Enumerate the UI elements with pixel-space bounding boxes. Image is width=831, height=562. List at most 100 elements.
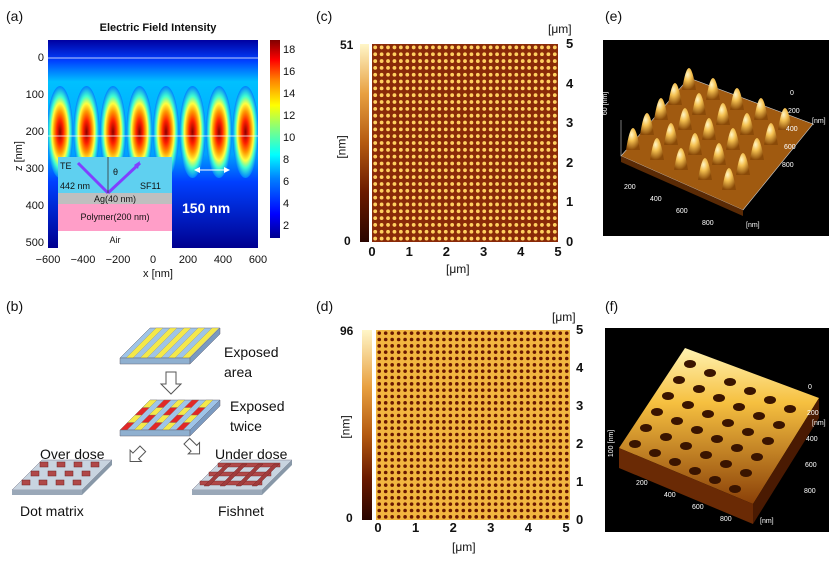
afm-d-colorbar-max: 96 — [340, 324, 354, 338]
afm-peak — [654, 98, 668, 120]
afm-f-y-tick: 800 — [804, 488, 816, 495]
exposed-twice-label-1: Exposed — [230, 398, 285, 414]
dot-matrix-plate — [11, 459, 113, 495]
geometry-inset: TE θ 442 nm SF11 Ag(40 nm) Polymer(200 n… — [58, 157, 172, 249]
field-lobe — [100, 86, 126, 178]
inset-wavelength: 442 nm — [60, 181, 91, 191]
afm-e-y-tick: 200 — [788, 108, 800, 115]
y-tick: 0 — [37, 52, 44, 64]
afm-f-y-tick: 600 — [805, 462, 817, 469]
fishnet-plate — [191, 459, 293, 495]
y-tick: 400 — [25, 200, 44, 212]
fishnet-hole — [671, 417, 683, 425]
afm-colorbar-c — [360, 44, 369, 242]
field-lobe — [206, 86, 232, 178]
afm-c-colorbar-min: 0 — [344, 234, 351, 248]
inset-air-label: Air — [109, 235, 121, 245]
afm-map-d — [376, 330, 570, 520]
afm-f-y-tick: 200 — [807, 410, 819, 417]
afm-peak — [688, 133, 702, 155]
afm-e-x-tick: 400 — [650, 196, 662, 203]
x-tick: 5 — [562, 520, 570, 535]
fabrication-schematic — [11, 327, 293, 495]
fishnet-hole — [740, 469, 752, 477]
y-tick: 2 — [576, 436, 584, 451]
fishnet-surface — [619, 348, 819, 504]
fishnet-hole — [702, 410, 714, 418]
process-arrow-down — [159, 371, 183, 395]
afm-e-unit-y: [nm] — [812, 118, 826, 125]
fishnet-hole — [762, 437, 774, 445]
panel-label-d: (d) — [316, 298, 334, 314]
afm-peak — [712, 143, 726, 165]
inset-theta-label: θ — [113, 167, 119, 177]
afm-peak — [722, 168, 736, 190]
afm-peak — [698, 158, 712, 180]
x-tick: 200 — [178, 254, 198, 266]
fishnet-hole — [669, 458, 681, 466]
afm-peak — [650, 138, 664, 160]
panel-label-e: (e) — [605, 8, 623, 24]
colorbar-tick: 14 — [283, 88, 296, 100]
fishnet-hole — [720, 460, 732, 468]
fishnet-hole — [649, 449, 661, 457]
fishnet-hole — [704, 369, 716, 377]
afm-3d-fishnet-panel — [605, 328, 829, 532]
over-dose-label: Over dose — [40, 446, 105, 462]
dot-matrix-label: Dot matrix — [20, 503, 84, 519]
afm-e-x-tick: 600 — [676, 208, 688, 215]
fishnet-hole — [660, 433, 672, 441]
inset-te-label: TE — [60, 161, 72, 171]
y-tick: 0 — [566, 234, 574, 249]
colorbar-tick: 18 — [283, 44, 296, 56]
y-tick: 0 — [576, 512, 584, 527]
afm-e-y-tick: 800 — [782, 162, 794, 169]
x-tick: 2 — [449, 520, 457, 535]
afm-peak — [778, 108, 792, 130]
afm-f-unit-x: [nm] — [760, 518, 774, 525]
afm-d-top-unit: [μm] — [552, 310, 576, 324]
fishnet-hole — [682, 401, 694, 409]
fishnet-hole — [731, 444, 743, 452]
x-tick: 600 — [248, 254, 268, 266]
fishnet-hole — [640, 424, 652, 432]
fishnet-hole — [722, 419, 734, 427]
fishnet-hole — [729, 485, 741, 493]
inset-polymer-label: Polymer(200 nm) — [80, 212, 150, 222]
polymer-layer — [58, 204, 172, 231]
afm-peak — [750, 138, 764, 160]
afm-peak — [664, 123, 678, 145]
arrow-under-dose — [183, 437, 201, 455]
panel-label-b: (b) — [6, 298, 24, 314]
exposed-area-label-1: Exposed — [224, 344, 279, 360]
afm-f-x-tick: 400 — [664, 492, 676, 499]
afm-f-y-tick: 400 — [806, 436, 818, 443]
afm-peak — [668, 83, 682, 105]
arrow-over-dose — [129, 445, 147, 463]
x-tick: 0 — [149, 254, 157, 266]
fishnet-hole — [709, 476, 721, 484]
y-tick: 3 — [566, 115, 574, 131]
afm-d-colorbar-min: 0 — [346, 511, 353, 525]
field-lobe — [73, 86, 100, 178]
fishnet-hole — [689, 467, 701, 475]
exposed-area-plate — [119, 327, 221, 365]
x-tick: 3 — [479, 244, 488, 259]
y-tick: 500 — [25, 237, 44, 249]
exposed-twice-plate — [119, 399, 221, 437]
afm-e-y-tick: 0 — [790, 90, 794, 97]
fishnet-label: Fishnet — [218, 503, 264, 519]
x-tick: 5 — [554, 244, 562, 259]
field-lobe — [179, 86, 206, 178]
afm-peak — [678, 108, 692, 130]
colorbar-tick: 8 — [283, 154, 290, 166]
afm-peak — [640, 113, 654, 135]
inset-prism-label: SF11 — [140, 181, 161, 191]
x-tick: −600 — [35, 254, 61, 266]
fishnet-hole — [764, 396, 776, 404]
afm-e-unit-x: [nm] — [746, 222, 760, 229]
afm-peak — [730, 88, 744, 110]
x-tick: 4 — [517, 244, 525, 259]
afm-peak — [726, 128, 740, 150]
air-layer — [58, 231, 172, 249]
